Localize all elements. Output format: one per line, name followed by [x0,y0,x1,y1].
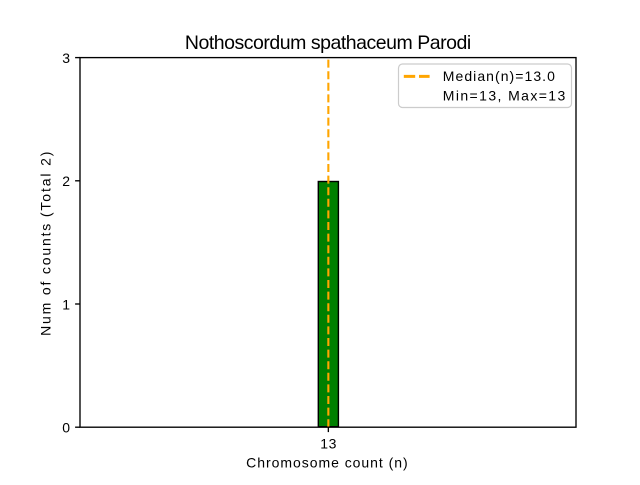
svg-text:2: 2 [62,173,70,189]
svg-text:0: 0 [62,420,70,436]
svg-text:Nothoscordum spathaceum Parodi: Nothoscordum spathaceum Parodi [185,32,471,54]
svg-text:1: 1 [62,296,70,312]
svg-text:Chromosome count (n): Chromosome count (n) [246,454,409,470]
svg-text:13: 13 [320,435,337,451]
svg-text:Num of counts: Num of counts [37,222,53,336]
svg-text:Median(n)=13.0: Median(n)=13.0 [443,68,556,84]
svg-text:3: 3 [62,50,70,66]
svg-text:Min=13, Max=13: Min=13, Max=13 [443,88,567,104]
svg-text:(Total 2): (Total 2) [37,150,53,217]
